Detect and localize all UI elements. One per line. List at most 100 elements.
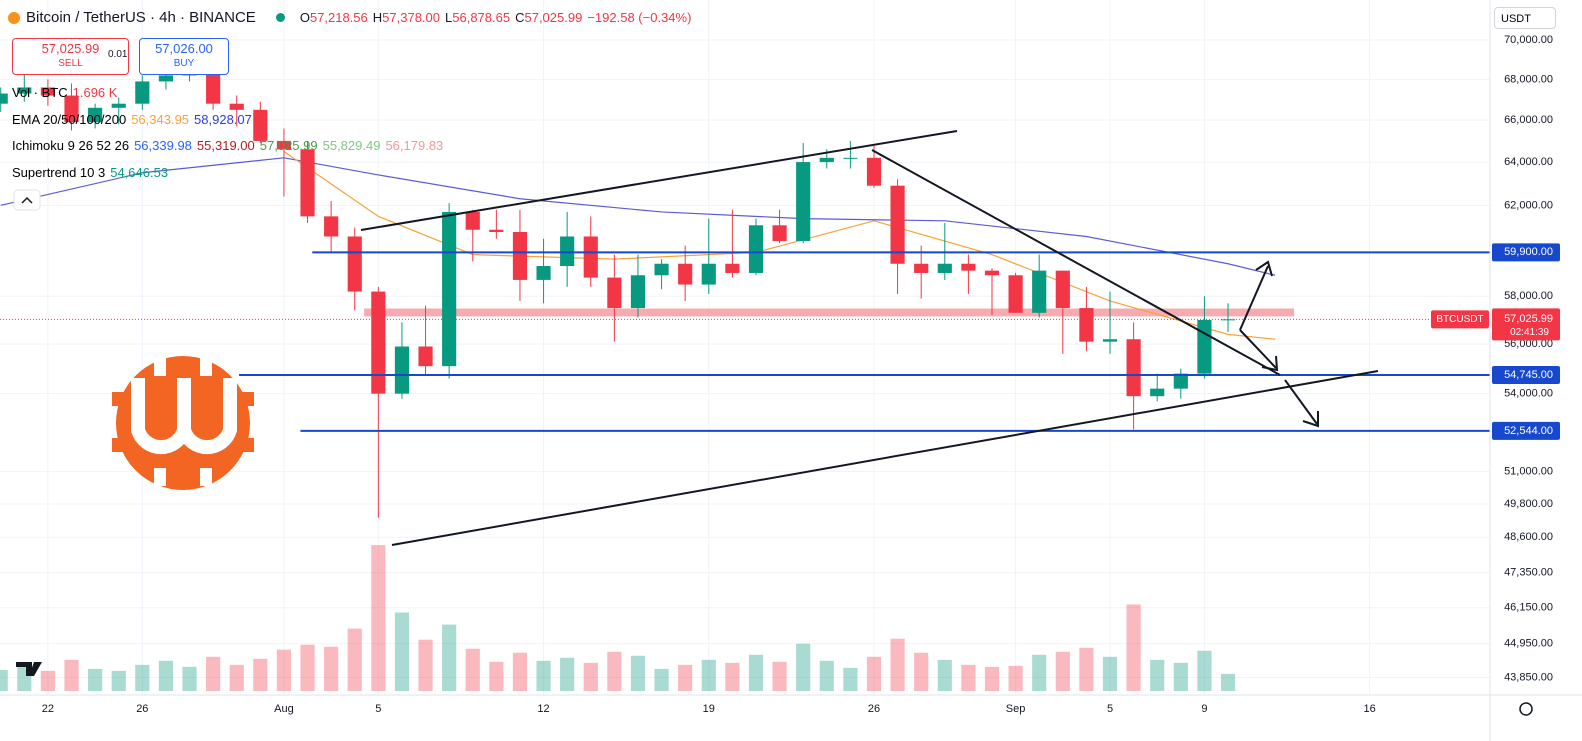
x-tick-label: 16 (1364, 703, 1376, 715)
last-price-bg (1492, 308, 1560, 341)
candle-body (300, 149, 315, 217)
volume-bar (442, 624, 457, 691)
candle-body (560, 236, 575, 267)
buy-label: BUY (173, 58, 195, 69)
ema-layer (0, 150, 1276, 340)
volume-bar (111, 670, 126, 691)
trend-line (871, 149, 1281, 376)
x-tick-label: 26 (868, 703, 880, 715)
ohlc-value: 57,218.56 (309, 10, 368, 25)
arrow-head (1255, 260, 1273, 277)
candle-body (347, 236, 362, 292)
volume-bar (678, 664, 693, 691)
sell-button[interactable]: 57,025.99 SELL (12, 38, 129, 75)
candle-body (701, 263, 716, 285)
candle-body (890, 185, 905, 264)
volume-bar (276, 649, 292, 691)
x-tick-label: 12 (537, 703, 549, 715)
logo-glyph (131, 378, 237, 455)
arrow-head (1302, 411, 1319, 428)
candle-body (748, 225, 764, 273)
x-tick-label: Sep (1006, 703, 1026, 715)
level-label: 54,745.00 (1504, 369, 1553, 381)
x-tick-label: 26 (136, 703, 148, 715)
logo-glyph (154, 356, 166, 376)
candle-body (1102, 339, 1118, 342)
candle-body (583, 236, 598, 278)
y-tick-label: 47,350.00 (1504, 567, 1553, 579)
indicator-value: 55,319.00 (196, 138, 255, 153)
resistance-zone (364, 308, 1295, 317)
ohlc-value: 57,025.99 (524, 10, 583, 25)
volume-bar (324, 646, 339, 691)
candle-body (1126, 339, 1141, 397)
volume-bar (135, 664, 150, 691)
candle-body (489, 229, 504, 232)
volume-bar (630, 655, 646, 691)
volume-bar (300, 644, 315, 691)
candle-body (276, 140, 292, 150)
ema-line (0, 157, 1276, 276)
candle-body (937, 263, 952, 273)
volume-bar (843, 667, 858, 691)
symbol-label: BTCUSDT (1436, 314, 1483, 325)
volume-bar (560, 657, 575, 691)
volume-bar (914, 652, 929, 691)
volume-bar (866, 656, 882, 691)
level-label: 52,544.00 (1504, 425, 1553, 437)
volume-bar (229, 664, 244, 691)
currency-select[interactable]: USDT (1494, 7, 1556, 29)
indicator-value: 1.696 K (72, 85, 118, 100)
indicator-value: 55,829.49 (322, 138, 381, 153)
candle-body (0, 93, 8, 104)
logo-glyph (200, 468, 212, 486)
x-tick-label: 5 (375, 703, 381, 715)
volume-bar (371, 545, 386, 691)
volume-bar (1032, 654, 1047, 691)
logo (112, 356, 254, 490)
y-tick-label: 68,000.00 (1504, 73, 1553, 85)
y-tick-label: 44,950.00 (1504, 638, 1553, 650)
arrow (1284, 379, 1318, 425)
x-tick-label: 9 (1201, 703, 1207, 715)
symbol-label-bg (1431, 310, 1489, 329)
indicator-row: Supertrend 10 3 54,646.53 (12, 165, 168, 180)
level-label-bg (1492, 365, 1560, 384)
volume-bar (583, 662, 598, 691)
indicator-row: EMA 20/50/100/200 56,343.95 58,928.07 (12, 112, 252, 127)
collapse-button[interactable] (13, 189, 41, 211)
volume-bar (0, 669, 8, 691)
indicator-value: 56,339.98 (134, 138, 192, 153)
status-dot (275, 13, 285, 22)
sell-price: 57,025.99 (41, 41, 100, 56)
candle-body (1079, 308, 1094, 342)
buy-button[interactable]: 57,026.00 BUY (139, 38, 229, 75)
logo-glyph (154, 468, 166, 486)
volume-bar (796, 643, 811, 691)
candle-body (371, 291, 386, 394)
candle-body (866, 157, 882, 186)
y-tick-label: 66,000.00 (1504, 114, 1553, 126)
level-label: 59,900.00 (1504, 246, 1553, 258)
volume-bar (937, 659, 952, 691)
level-label-bg (1492, 243, 1560, 262)
sell-label: SELL (58, 58, 83, 69)
y-tick-label: 58,000.00 (1504, 290, 1553, 302)
candle-body (324, 216, 339, 237)
ohlc-key: O (299, 10, 310, 25)
candle-body (654, 263, 669, 276)
y-tick-label: 62,000.00 (1504, 199, 1553, 211)
candle-body (984, 270, 1000, 276)
candle-body (1220, 319, 1236, 321)
collapse-icon (21, 196, 33, 204)
volume-bar (1197, 650, 1212, 691)
volume-bar (465, 648, 480, 691)
candle-body (536, 266, 551, 280)
volume-bar (890, 638, 905, 691)
candle-body (111, 103, 126, 108)
volume-bar (182, 666, 197, 691)
settings-icon[interactable] (1519, 702, 1533, 716)
candle-body (253, 109, 268, 141)
